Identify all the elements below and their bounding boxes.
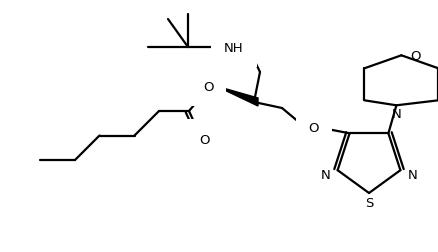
Text: N: N <box>392 107 401 120</box>
Text: S: S <box>365 197 373 210</box>
Text: O: O <box>200 133 210 146</box>
Text: NH: NH <box>224 41 244 54</box>
Text: O: O <box>309 122 319 135</box>
Text: N: N <box>407 168 417 181</box>
Polygon shape <box>216 87 258 107</box>
Text: N: N <box>321 168 331 181</box>
Text: O: O <box>203 80 213 93</box>
Text: O: O <box>410 50 420 62</box>
